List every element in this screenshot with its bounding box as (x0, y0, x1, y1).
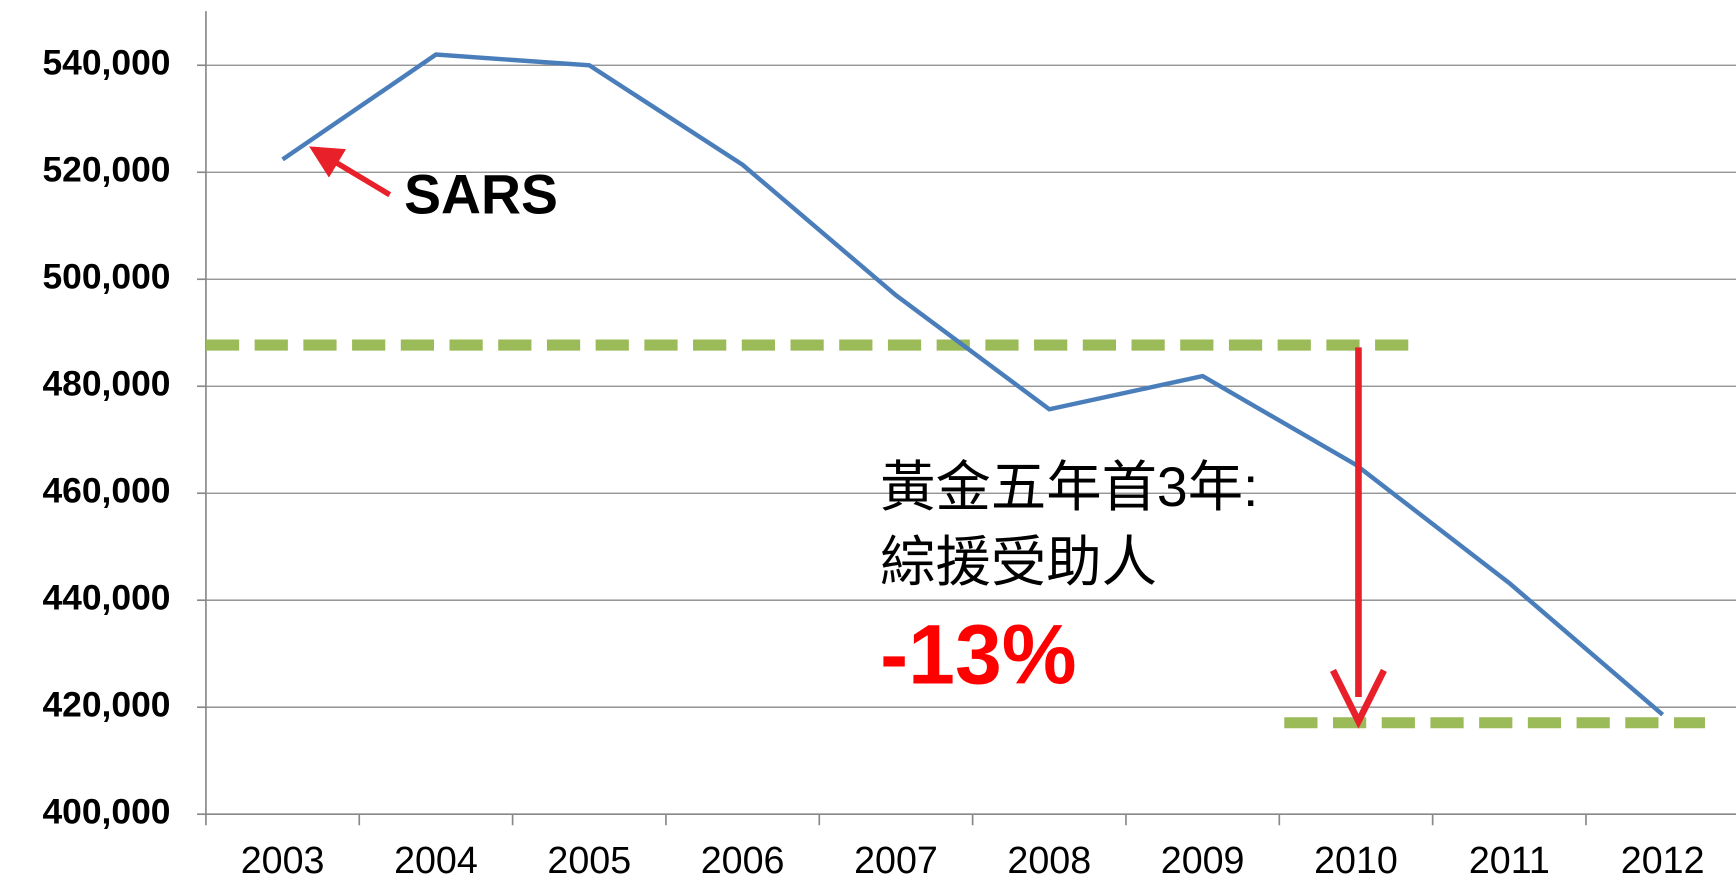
annotation: 綜援受助人 (880, 531, 1157, 593)
x-tick-label: 2005 (547, 839, 631, 881)
annotation: -13% (880, 608, 1076, 702)
x-tick-label: 2007 (854, 839, 938, 881)
x-tick-label: 2008 (1007, 839, 1091, 881)
annotation: 黃金五年首3年: (880, 456, 1258, 518)
x-tick-label: 2003 (241, 839, 325, 881)
y-tick-label: 420,000 (42, 685, 170, 725)
annotation: SARS (404, 164, 558, 226)
y-tick-label: 440,000 (42, 578, 170, 618)
x-tick-label: 2006 (701, 839, 785, 881)
y-tick-label: 460,000 (42, 471, 170, 511)
y-tick-label: 540,000 (42, 43, 170, 83)
y-tick-label: 480,000 (42, 364, 170, 404)
drop-arrow-head (1330, 668, 1387, 729)
x-tick-label: 2004 (394, 839, 478, 881)
x-tick-label: 2010 (1314, 839, 1398, 881)
data-line (281, 52, 1665, 717)
y-tick-label: 520,000 (42, 150, 170, 190)
x-tick-label: 2011 (1469, 839, 1550, 881)
y-tick-label: 500,000 (42, 257, 170, 297)
x-tick-label: 2009 (1161, 839, 1245, 881)
plot (205, 52, 1705, 729)
grid: 400,000 420,000 440,000 460,000 480,000 500,0… (42, 43, 1736, 881)
y-tick-label: 400,000 (42, 792, 170, 832)
annotation-arrow (309, 146, 392, 198)
x-tick-label: 2012 (1621, 839, 1705, 881)
